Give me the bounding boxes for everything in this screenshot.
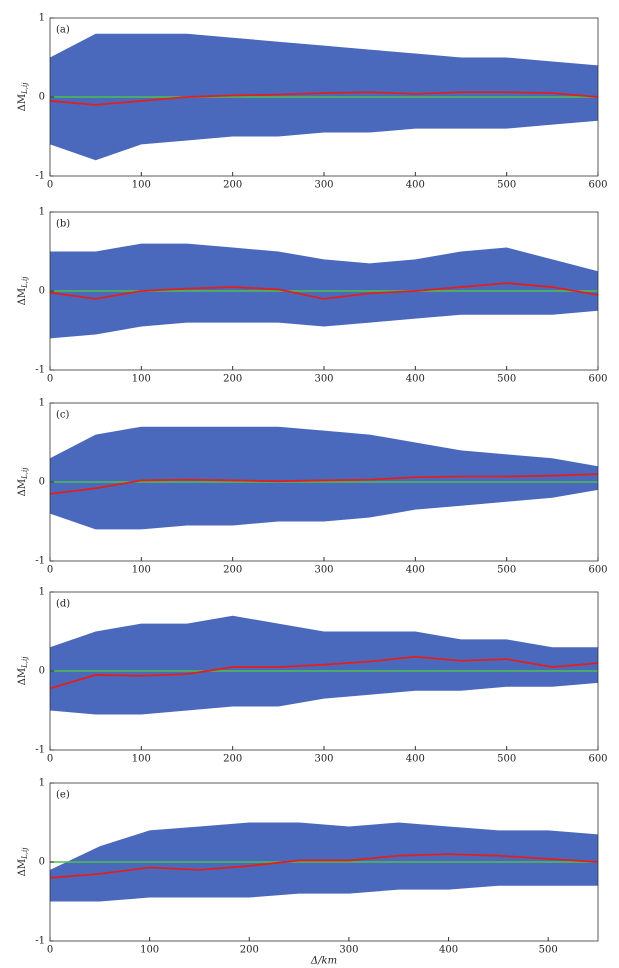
y-tick-label: 0 — [39, 666, 45, 677]
panel-label: (e) — [56, 790, 70, 801]
x-tick-label: 0 — [47, 374, 53, 385]
y-tick-label: 0 — [39, 477, 45, 488]
y-tick-label: 1 — [39, 778, 45, 789]
x-tick-label: 100 — [140, 945, 159, 956]
x-tick-label: 600 — [588, 180, 607, 191]
panel-label: (d) — [56, 599, 70, 610]
y-axis-label: ΔML,ij — [17, 82, 30, 112]
x-tick-label: 400 — [439, 945, 458, 956]
y-tick-label: -1 — [35, 745, 45, 756]
x-tick-label: 100 — [132, 180, 151, 191]
y-axis-label-main: ΔM — [17, 668, 28, 685]
x-tick-label: 300 — [339, 945, 358, 956]
mean-line — [49, 655, 599, 690]
y-tick-label: -1 — [35, 936, 45, 947]
x-tick-label: 500 — [497, 374, 516, 385]
x-tick-label: 400 — [406, 565, 425, 576]
x-tick-label: 300 — [314, 754, 333, 765]
mean-line — [49, 91, 599, 106]
y-axis-label-sub: L,ij — [21, 467, 29, 480]
x-tick-label: 600 — [588, 754, 607, 765]
x-tick-label: 600 — [588, 565, 607, 576]
mean-line — [49, 282, 599, 300]
x-tick-label: 400 — [406, 180, 425, 191]
x-tick-label: 0 — [47, 754, 53, 765]
y-tick-label: 1 — [39, 587, 45, 598]
x-tick-label: 0 — [47, 945, 53, 956]
x-tick-label: 500 — [497, 180, 516, 191]
x-tick-label: 500 — [497, 565, 516, 576]
y-axis-label-main: ΔM — [17, 479, 28, 496]
y-axis-label-main: ΔM — [17, 859, 28, 876]
y-tick-label: 0 — [39, 286, 45, 297]
x-tick-label: 300 — [314, 374, 333, 385]
mean-line — [49, 473, 599, 495]
x-tick-label: 300 — [314, 565, 333, 576]
mean-line — [49, 853, 599, 879]
x-tick-label: 500 — [539, 945, 558, 956]
y-axis-label-sub: L,ij — [21, 82, 29, 95]
y-axis-label-main: ΔM — [17, 94, 28, 111]
x-tick-label: 600 — [588, 374, 607, 385]
y-axis-label: ΔML,ij — [17, 656, 30, 686]
x-tick-label: 100 — [132, 374, 151, 385]
x-axis-label: Δ/km — [310, 956, 337, 967]
y-tick-label: 1 — [39, 13, 45, 24]
x-tick-label: 300 — [314, 180, 333, 191]
panel-label: (a) — [56, 25, 70, 36]
y-tick-label: 0 — [39, 92, 45, 103]
y-axis-label-sub: L,ij — [21, 847, 29, 860]
x-tick-label: 200 — [223, 374, 242, 385]
x-tick-label: 400 — [406, 754, 425, 765]
y-tick-label: -1 — [35, 171, 45, 182]
y-axis-label: ΔML,ij — [17, 847, 30, 877]
x-tick-label: 200 — [223, 754, 242, 765]
y-axis-label: ΔML,ij — [17, 467, 30, 497]
x-tick-label: 500 — [497, 754, 516, 765]
x-tick-label: 400 — [406, 374, 425, 385]
y-axis-label: ΔML,ij — [17, 276, 30, 306]
panel-label: (c) — [56, 410, 70, 421]
y-axis-label-main: ΔM — [17, 288, 28, 305]
x-tick-label: 0 — [47, 565, 53, 576]
x-tick-label: 200 — [223, 565, 242, 576]
y-axis-label-sub: L,ij — [21, 656, 29, 669]
x-tick-label: 0 — [47, 180, 53, 191]
y-tick-label: 0 — [39, 857, 45, 868]
y-tick-label: 1 — [39, 398, 45, 409]
x-tick-label: 200 — [240, 945, 259, 956]
y-tick-label: -1 — [35, 556, 45, 567]
scatter-band — [50, 426, 598, 530]
y-tick-label: -1 — [35, 365, 45, 376]
y-tick-label: 1 — [39, 207, 45, 218]
y-axis-label-sub: L,ij — [21, 276, 29, 289]
panel-label: (b) — [56, 219, 70, 230]
x-tick-label: 200 — [223, 180, 242, 191]
x-tick-label: 100 — [132, 754, 151, 765]
x-tick-label: 100 — [132, 565, 151, 576]
